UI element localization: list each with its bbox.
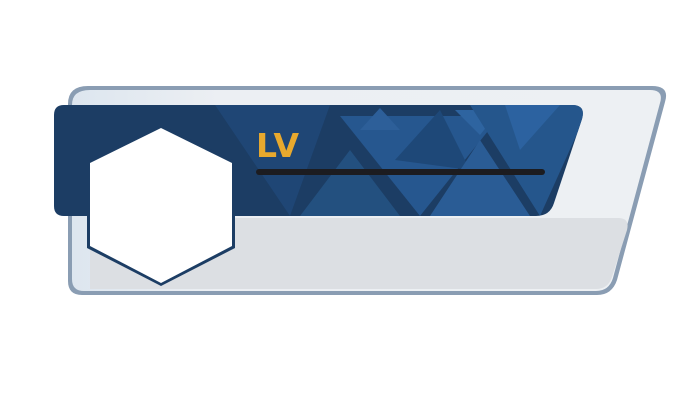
- avatar-icon[interactable]: [90, 128, 232, 283]
- banner-pattern: [215, 105, 583, 216]
- level-label: LV: [256, 126, 301, 165]
- xp-bar-track: [256, 169, 545, 175]
